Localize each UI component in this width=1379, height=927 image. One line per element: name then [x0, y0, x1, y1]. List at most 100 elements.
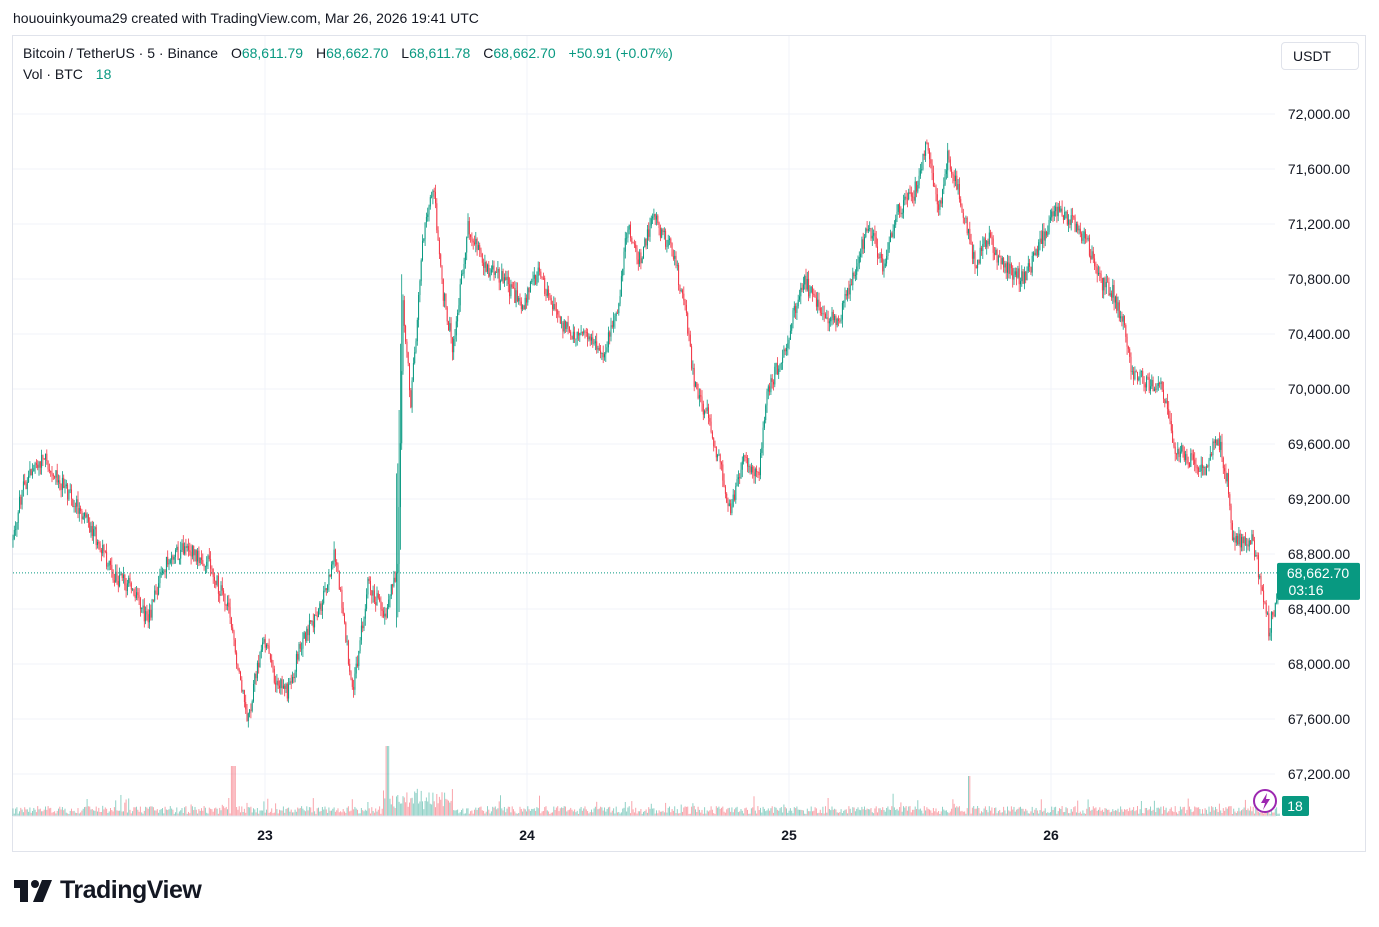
candle-body [1138, 377, 1140, 381]
volume-bar [80, 812, 82, 816]
symbol-label[interactable]: Bitcoin / TetherUS · 5 · Binance [23, 45, 219, 61]
candle-body [674, 255, 676, 259]
volume-bar [654, 813, 656, 816]
volume-bar [627, 807, 629, 816]
volume-bar [914, 806, 916, 816]
volume-bar [54, 811, 56, 816]
candle-body [574, 331, 576, 340]
candle-body [1254, 540, 1255, 557]
candle-body [423, 238, 425, 241]
volume-bar [182, 812, 184, 816]
volume-bar [419, 801, 421, 816]
volume-bar [1044, 808, 1046, 816]
volume-bar [1035, 807, 1037, 816]
candle-body [779, 363, 781, 369]
volume-bar [124, 802, 126, 816]
volume-bar [446, 799, 448, 816]
candle-body [207, 555, 209, 562]
candle-body [394, 577, 396, 582]
candle-body [149, 609, 150, 623]
candle-body [472, 240, 474, 243]
candle-body [1030, 266, 1032, 273]
candle-body [1257, 555, 1259, 578]
volume-bar [1153, 800, 1155, 816]
candle-body [502, 271, 504, 283]
volume-bar [931, 812, 933, 816]
volume-bar [921, 810, 923, 816]
candle-body [935, 186, 937, 195]
volume-bar [147, 808, 149, 816]
volume-bar [960, 811, 962, 816]
candle-body [397, 563, 399, 573]
candle-body [232, 627, 234, 632]
candle-body [94, 527, 96, 530]
volume-bar [762, 806, 764, 816]
volume-bar [1124, 809, 1125, 816]
candle-body [290, 681, 292, 683]
volume-bar [756, 813, 758, 816]
volume-bar [591, 809, 592, 816]
candle-body [51, 472, 53, 475]
candle-body [656, 215, 657, 220]
volume-label[interactable]: Vol · BTC [23, 66, 83, 82]
volume-bar [25, 809, 27, 816]
volume-bar [575, 812, 577, 816]
candle-body [54, 476, 56, 478]
volume-bar [679, 813, 681, 816]
volume-bar [821, 813, 823, 816]
candle-body [973, 252, 975, 259]
candle-body [628, 224, 630, 230]
candle-body [110, 560, 111, 565]
candle-body [99, 543, 101, 551]
volume-bar [334, 811, 336, 816]
volume-bar [1166, 812, 1168, 816]
volume-bar [581, 810, 583, 816]
volume-bar [948, 813, 950, 816]
candle-body [1051, 211, 1053, 218]
candle-body [198, 550, 200, 563]
candle-body [440, 254, 442, 266]
volume-bar [1053, 807, 1055, 816]
volume-bar [905, 806, 907, 816]
candle-body [1159, 383, 1161, 385]
candle-body [1069, 219, 1071, 225]
candle-body [470, 234, 472, 237]
candle-body [284, 685, 286, 689]
candle-body [1273, 614, 1275, 617]
volume-bar [106, 808, 108, 816]
volume-bar [422, 801, 423, 816]
candle-body [484, 261, 486, 268]
volume-bar [977, 806, 979, 816]
candle-body [225, 605, 227, 606]
candle-body [298, 643, 300, 660]
volume-bar [294, 809, 296, 816]
tradingview-logo[interactable]: TradingView [14, 876, 202, 905]
candle-body [891, 233, 893, 237]
candle-body [190, 551, 192, 557]
candle-body [825, 313, 826, 319]
volume-bar [1194, 806, 1196, 816]
volume-bar [845, 809, 847, 816]
candle-body [678, 265, 680, 285]
volume-bar [103, 809, 105, 816]
volume-bar [1087, 799, 1089, 816]
volume-bar [123, 811, 124, 816]
volume-bar [792, 813, 794, 816]
candle-body [87, 514, 89, 523]
candle-body [349, 663, 351, 672]
candle-body [884, 263, 886, 267]
volume-bar [162, 808, 163, 816]
candle-body [152, 599, 154, 601]
volume-bar [841, 813, 843, 816]
volume-bar [386, 746, 388, 816]
candle-body [750, 466, 752, 473]
candle-body [299, 643, 301, 649]
volume-bar [26, 809, 28, 816]
volume-bar [978, 808, 980, 816]
volume-bar [955, 807, 956, 816]
currency-button[interactable]: USDT [1281, 42, 1359, 70]
volume-bar [1004, 810, 1006, 816]
volume-bar [999, 809, 1001, 816]
volume-bar [981, 811, 982, 816]
